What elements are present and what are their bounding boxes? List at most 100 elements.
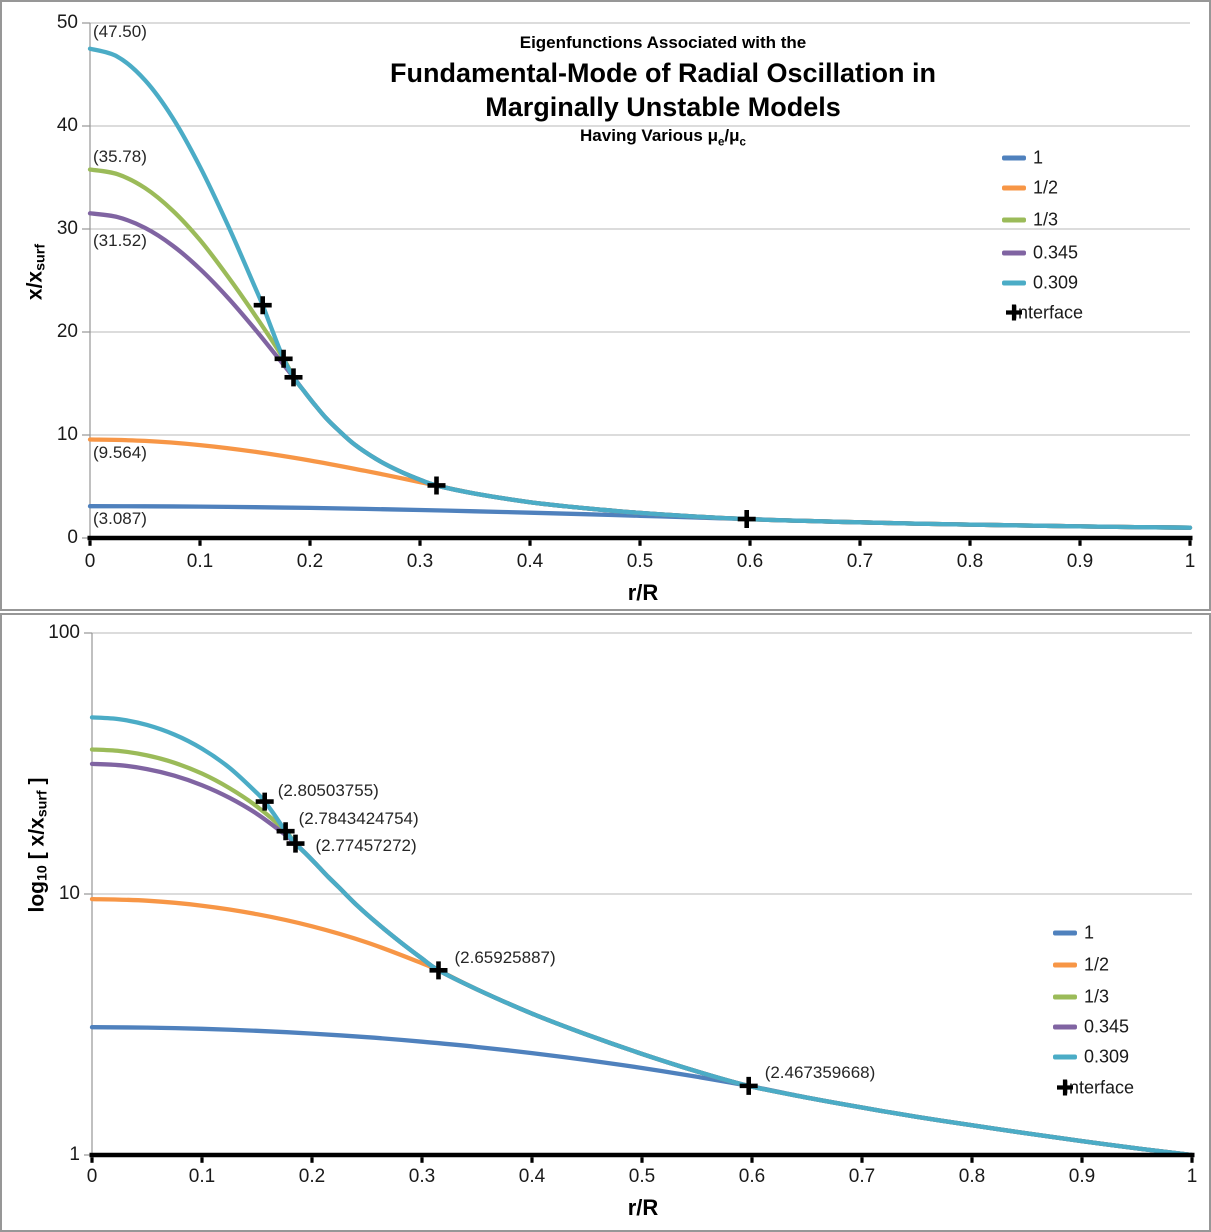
y-title-subscript: surf — [34, 790, 51, 818]
series-curve-0.309 — [89, 715, 1195, 1158]
series-curve-0.309 — [87, 46, 1193, 530]
linear-chart-canvas — [82, 22, 1193, 546]
x-tick-label: 0.1 — [188, 1166, 216, 1187]
legend-interface-label: Interface — [1064, 1077, 1135, 1098]
chart-title-line1: Eigenfunctions Associated with the — [519, 33, 807, 52]
legend-item-label: 0.345 — [1033, 242, 1079, 263]
x-tick-label: 0.5 — [628, 1166, 656, 1187]
center-value-annotation: (9.564) — [93, 443, 147, 462]
series-curve-1-2 — [89, 896, 1195, 1158]
x-tick-label: 0.8 — [956, 551, 984, 572]
legend-item-label: 1/3 — [1084, 986, 1110, 1007]
legend-item-1-2: 1/2 — [1002, 178, 1058, 199]
plus-cross-glyph — [1057, 1079, 1073, 1096]
mu-symbol: μ — [729, 126, 740, 145]
y-tick-label: 0 — [67, 527, 78, 548]
chart-title: Eigenfunctions Associated with the Funda… — [389, 32, 937, 154]
y-tick-label: 30 — [56, 218, 78, 239]
legend-item-1-3: 1/3 — [1002, 210, 1058, 231]
center-value-annotation: (47.50) — [93, 22, 147, 41]
x-axis-title-log: r/R — [627, 1195, 659, 1220]
y-title-text: [ x/x — [25, 817, 49, 866]
legend-item-label: 1/3 — [1033, 209, 1059, 230]
legend-item-label: 1/2 — [1033, 177, 1059, 198]
legend-swatch — [1002, 185, 1026, 191]
legend-item-0.345: 0.345 — [1053, 1017, 1129, 1038]
mu-subscript-c: c — [739, 136, 746, 149]
legend-item-1: 1 — [1053, 923, 1094, 944]
y-tick-label: 40 — [56, 115, 78, 136]
interface-marker — [739, 1076, 758, 1095]
interface-marker — [284, 368, 303, 387]
legend-swatch — [1053, 962, 1077, 968]
interface-cross-icon — [1057, 1079, 1073, 1096]
legend-item-0.309: 0.309 — [1053, 1047, 1129, 1068]
x-tick-label: 0.4 — [518, 1166, 546, 1187]
x-tick-label: 0.3 — [408, 1166, 436, 1187]
legend-item-interface: Interface — [1004, 303, 1083, 324]
interface-annotation: (2.7843424754) — [298, 809, 419, 829]
interface-annotation: (2.77457272) — [315, 835, 417, 855]
y-axis-title-linear: x/xsurf — [24, 244, 49, 300]
x-tick-label: 0.1 — [186, 551, 214, 572]
legend-swatch — [1002, 250, 1026, 256]
series-curve-1-3 — [89, 747, 1195, 1158]
interface-marker — [255, 792, 274, 811]
x-tick-label: 0.3 — [406, 551, 434, 572]
legend-swatch — [1053, 930, 1077, 936]
linear-chart-panel: (47.50) (35.78) (31.52) (9.564) (3.087) 0 0.1 0… — [0, 0, 1211, 611]
legend-interface-label: Interface — [1013, 302, 1084, 323]
legend-item-label: 1 — [1084, 922, 1095, 943]
legend-item-interface: Interface — [1055, 1078, 1134, 1099]
y-title-log-subscript: 10 — [34, 865, 51, 882]
x-tick-label: 0.6 — [738, 1166, 766, 1187]
legend-swatch — [1053, 1024, 1077, 1030]
y-tick-label: 50 — [56, 12, 78, 33]
interface-marker — [429, 961, 448, 980]
subtitle-text: Having Various — [580, 126, 708, 145]
legend-swatch — [1002, 280, 1026, 286]
interface-marker — [427, 476, 446, 495]
legend-swatch — [1002, 217, 1026, 223]
y-tick-label: 20 — [56, 321, 78, 342]
legend-item-label: 0.309 — [1084, 1046, 1130, 1067]
x-axis-title-linear: r/R — [627, 580, 659, 605]
legend-item-label: 0.345 — [1084, 1016, 1130, 1037]
y-title-log-text: log — [25, 881, 49, 913]
interface-marker — [286, 834, 305, 853]
x-tick-label: 0 — [86, 1166, 98, 1187]
legend-item-label: 0.309 — [1033, 272, 1079, 293]
legend-item-1-2: 1/2 — [1053, 955, 1109, 976]
x-tick-label: 0.9 — [1068, 1166, 1096, 1187]
chart-title-line2: Fundamental-Mode of Radial Oscillation i… — [389, 58, 937, 122]
legend-swatch — [1053, 1054, 1077, 1060]
legend-item-label: 1/2 — [1084, 954, 1110, 975]
center-value-annotation: (3.087) — [93, 509, 147, 528]
y-tick-label: 1 — [69, 1144, 80, 1165]
interface-marker — [276, 822, 295, 841]
x-tick-label: 0.9 — [1066, 551, 1094, 572]
legend-item-1-3: 1/3 — [1053, 987, 1109, 1008]
x-tick-label: 0.7 — [848, 1166, 876, 1187]
x-tick-label: 0.2 — [298, 1166, 326, 1187]
interface-marker — [737, 510, 756, 529]
log-chart-canvas — [84, 632, 1195, 1163]
chart-title-line3: Having Various μe/μc — [389, 124, 937, 154]
x-tick-label: 0.5 — [626, 551, 654, 572]
legend-item-1: 1 — [1002, 148, 1043, 169]
x-tick-label: 1 — [1186, 1166, 1198, 1187]
interface-annotation: (2.80503755) — [277, 780, 379, 800]
y-title-subscript: surf — [32, 243, 49, 271]
center-value-annotation: (35.78) — [93, 147, 147, 166]
x-tick-label: 0.6 — [736, 551, 764, 572]
interface-annotation: (2.467359668) — [764, 1062, 876, 1082]
y-tick-label: 10 — [56, 424, 78, 445]
legend-swatch — [1002, 155, 1026, 161]
x-tick-label: 0 — [84, 551, 96, 572]
legend-item-label: 1 — [1033, 147, 1044, 168]
y-tick-label: 100 — [48, 622, 80, 643]
plus-cross-glyph — [1006, 304, 1022, 321]
log-chart-panel: (2.80503755) (2.7843424754) (2.77457272) (2… — [0, 613, 1211, 1232]
series-curve-0.345 — [89, 761, 1195, 1158]
legend-item-0.345: 0.345 — [1002, 243, 1078, 264]
